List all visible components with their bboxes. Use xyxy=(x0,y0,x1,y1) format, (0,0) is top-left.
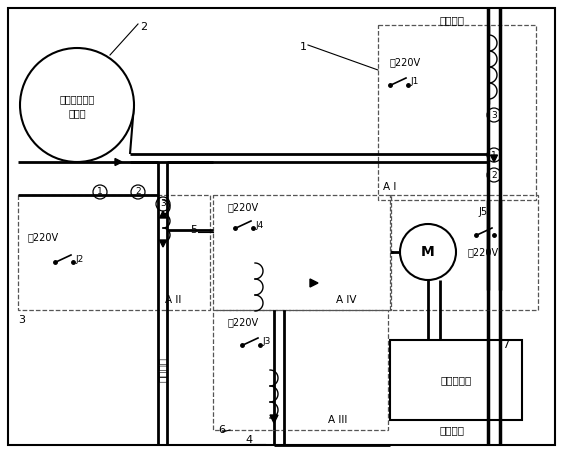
Bar xyxy=(378,25,536,200)
Polygon shape xyxy=(159,211,167,218)
Text: J2: J2 xyxy=(75,255,83,264)
Bar xyxy=(213,310,388,430)
Bar xyxy=(390,195,538,310)
Text: 4: 4 xyxy=(245,435,252,445)
Text: 6: 6 xyxy=(218,425,225,435)
Text: 热水供应: 热水供应 xyxy=(158,357,168,382)
Text: 1: 1 xyxy=(300,42,307,52)
Bar xyxy=(390,340,522,420)
Text: 2: 2 xyxy=(135,188,141,197)
Polygon shape xyxy=(159,240,167,247)
Text: 7: 7 xyxy=(502,340,509,350)
Bar xyxy=(213,195,391,310)
Text: ～220V: ～220V xyxy=(228,317,259,327)
Text: 1: 1 xyxy=(491,150,497,159)
Text: 1: 1 xyxy=(97,188,103,197)
Text: 3: 3 xyxy=(491,111,497,120)
Text: 循环储水箱: 循环储水箱 xyxy=(440,375,472,385)
Bar xyxy=(18,195,210,310)
Text: J5: J5 xyxy=(478,207,487,217)
Text: J1: J1 xyxy=(410,77,418,87)
Text: ～220V: ～220V xyxy=(228,202,259,212)
Text: ～220V: ～220V xyxy=(28,232,59,242)
Text: ～220V: ～220V xyxy=(468,247,499,257)
Polygon shape xyxy=(115,159,122,165)
Text: J4: J4 xyxy=(255,221,263,230)
Text: 2: 2 xyxy=(140,22,147,32)
Text: 太阳能热水器: 太阳能热水器 xyxy=(59,94,95,104)
Circle shape xyxy=(400,224,456,280)
Text: 储水箱: 储水箱 xyxy=(68,108,86,118)
Circle shape xyxy=(20,48,134,162)
Text: A II: A II xyxy=(165,295,181,305)
Polygon shape xyxy=(310,279,318,287)
Text: 3: 3 xyxy=(18,315,25,325)
Text: 冷水进水: 冷水进水 xyxy=(440,15,465,25)
Text: 冷水供应: 冷水供应 xyxy=(440,425,465,435)
Text: 3: 3 xyxy=(160,199,166,208)
Text: A I: A I xyxy=(383,182,396,192)
Text: 5: 5 xyxy=(190,225,197,235)
Text: J3: J3 xyxy=(262,337,270,347)
Text: A IV: A IV xyxy=(336,295,356,305)
Text: M: M xyxy=(421,245,435,259)
Text: 2: 2 xyxy=(491,170,497,179)
Polygon shape xyxy=(270,415,278,423)
Text: ～220V: ～220V xyxy=(390,57,421,67)
Text: A III: A III xyxy=(328,415,347,425)
Polygon shape xyxy=(490,155,498,162)
